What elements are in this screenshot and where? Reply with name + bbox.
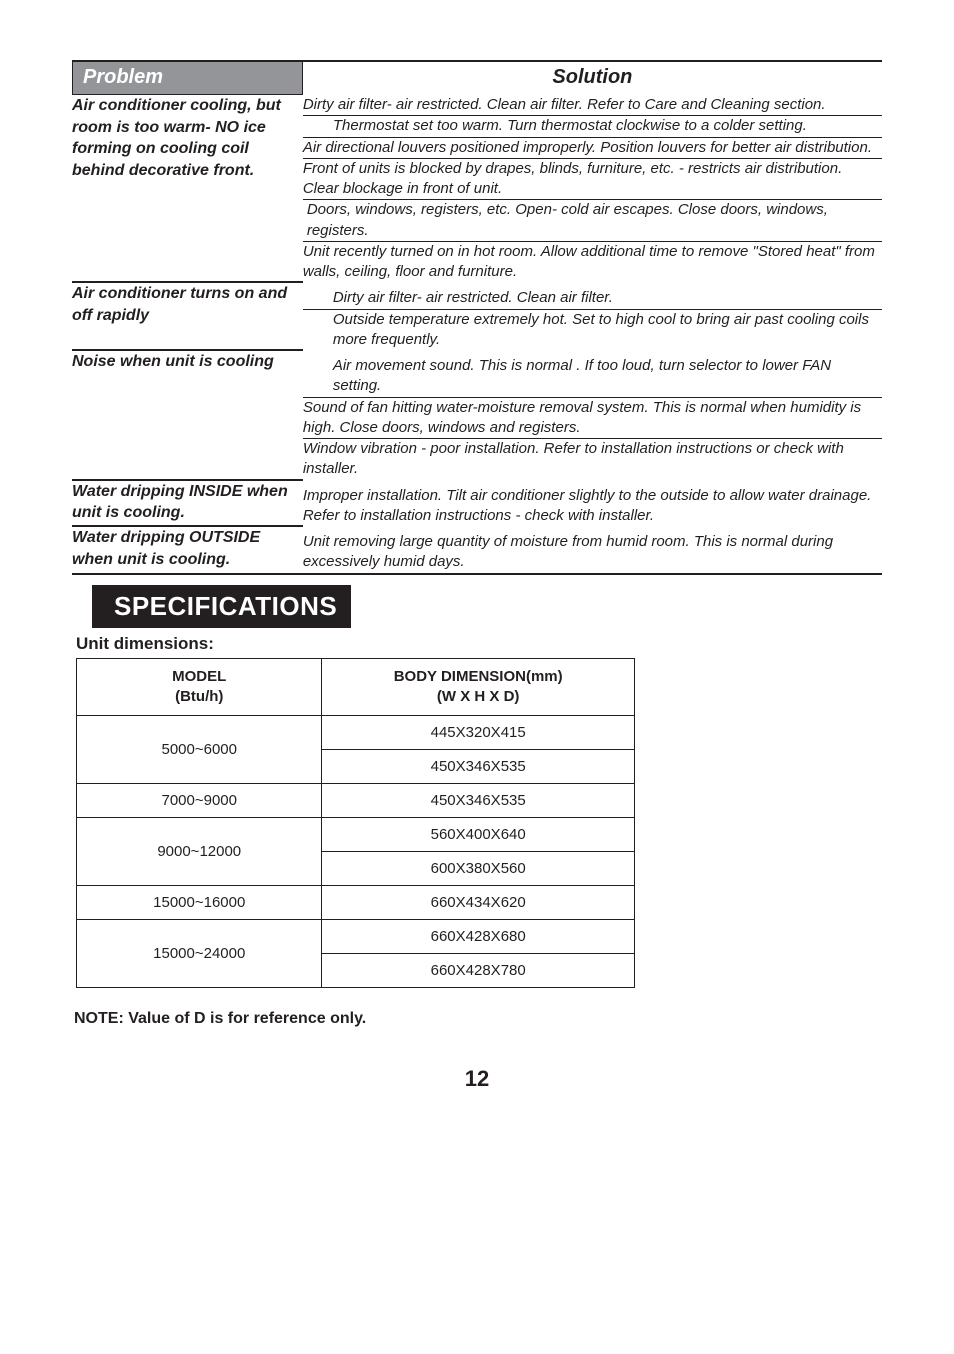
spec-dim-cell: 450X346X535 — [322, 750, 634, 784]
solution-cell: Sound of fan hitting water-moisture remo… — [303, 397, 882, 439]
spec-header-dim-text: BODY DIMENSION(mm)(W X H X D) — [394, 668, 563, 705]
solution-cell: Unit recently turned on in hot room. All… — [303, 241, 882, 282]
spec-dim-cell: 660X428X780 — [322, 954, 634, 988]
spec-dim-cell: 450X346X535 — [322, 784, 634, 818]
spec-model-cell: 5000~6000 — [77, 716, 322, 784]
spec-dim-cell: 660X434X620 — [322, 886, 634, 920]
solution-cell: Doors, windows, registers, etc. Open- co… — [303, 200, 882, 242]
solution-cell: Air movement sound. This is normal . If … — [303, 350, 882, 397]
solution-cell: Thermostat set too warm. Turn thermostat… — [303, 116, 882, 137]
problem-cell: Noise when unit is cooling — [72, 350, 303, 480]
problem-header: Problem — [72, 62, 303, 95]
spec-model-cell: 15000~16000 — [77, 886, 322, 920]
solution-cell: Unit removing large quantity of moisture… — [303, 526, 882, 574]
solution-cell: Dirty air filter- air restricted. Clean … — [303, 282, 882, 309]
specifications-heading: SPECIFICATIONS — [92, 585, 351, 628]
problem-cell: Water dripping INSIDE when unit is cooli… — [72, 480, 303, 527]
unit-dimensions-subheading: Unit dimensions: — [76, 634, 882, 654]
spec-header-dim: BODY DIMENSION(mm)(W X H X D) — [322, 658, 634, 716]
solution-cell: Window vibration - poor installation. Re… — [303, 439, 882, 480]
solution-cell: Improper installation. Tilt air conditio… — [303, 480, 882, 527]
troubleshoot-table: Problem Solution Air conditioner cooling… — [72, 60, 882, 575]
spec-header-model: MODEL(Btu/h) — [77, 658, 322, 716]
spec-model-cell: 15000~24000 — [77, 920, 322, 988]
spec-dim-cell: 445X320X415 — [322, 716, 634, 750]
note-text: NOTE: Value of D is for reference only. — [74, 1010, 882, 1028]
problem-cell: Air conditioner turns on and off rapidly — [72, 282, 303, 350]
spec-model-cell: 7000~9000 — [77, 784, 322, 818]
spec-table: MODEL(Btu/h) BODY DIMENSION(mm)(W X H X … — [76, 658, 635, 989]
solution-cell: Air directional louvers positioned impro… — [303, 137, 882, 158]
spec-model-cell: 9000~12000 — [77, 818, 322, 886]
spec-dim-cell: 560X400X640 — [322, 818, 634, 852]
solution-header: Solution — [303, 62, 882, 94]
spec-dim-cell: 660X428X680 — [322, 920, 634, 954]
spec-dim-cell: 600X380X560 — [322, 852, 634, 886]
solution-cell: Dirty air filter- air restricted. Clean … — [303, 95, 882, 116]
solution-cell: Front of units is blocked by drapes, bli… — [303, 158, 882, 200]
problem-cell: Water dripping OUTSIDE when unit is cool… — [72, 526, 303, 574]
page-number: 12 — [72, 1066, 882, 1092]
spec-header-model-text: MODEL(Btu/h) — [172, 668, 226, 705]
solution-cell: Outside temperature extremely hot. Set t… — [303, 309, 882, 350]
problem-cell: Air conditioner cooling, but room is too… — [72, 95, 303, 282]
